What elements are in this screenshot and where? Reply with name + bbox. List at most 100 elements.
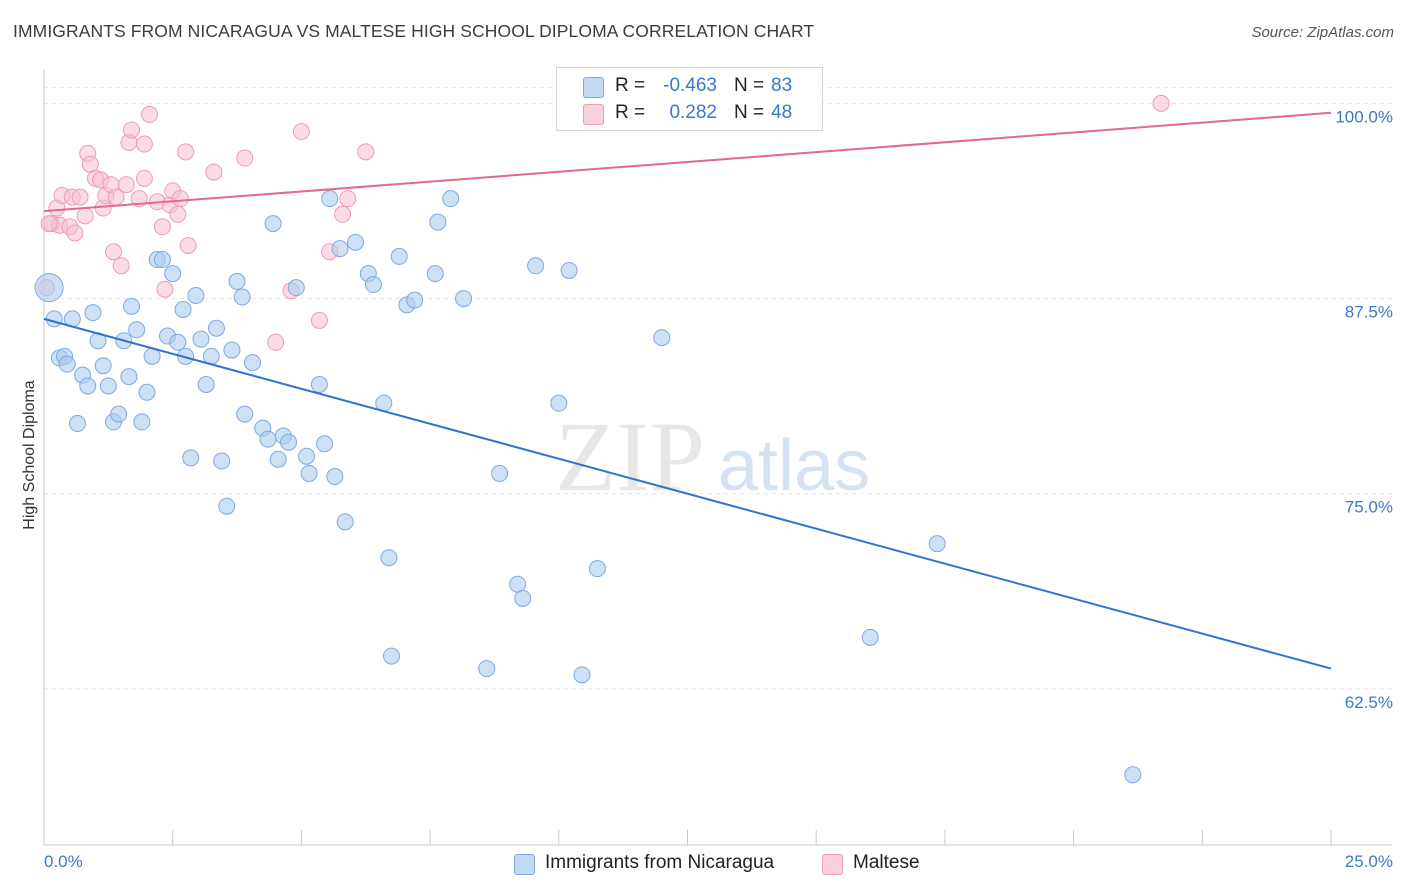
y-tick-label: 87.5%: [1345, 303, 1393, 322]
data-point-maltese: [205, 163, 223, 181]
y-tick-label: 75.0%: [1345, 498, 1393, 517]
data-point-nicaragua: [218, 497, 236, 515]
data-point-maltese: [112, 257, 130, 275]
data-point-nicaragua: [491, 464, 509, 482]
data-point-nicaragua: [1124, 766, 1142, 784]
stats-row-nicaragua: R = -0.463 N = 83: [557, 74, 822, 100]
data-point-nicaragua: [34, 273, 64, 303]
data-point-nicaragua: [192, 330, 210, 348]
data-point-maltese: [71, 188, 89, 206]
legend-label-maltese: Maltese: [853, 852, 920, 873]
data-point-nicaragua: [336, 513, 354, 531]
watermark-zip: ZIP: [555, 401, 705, 512]
data-point-nicaragua: [331, 240, 349, 258]
legend-swatch-pink: [822, 854, 843, 875]
data-point-nicaragua: [153, 251, 171, 269]
legend-swatch-pink: [583, 104, 604, 125]
data-point-nicaragua: [213, 452, 231, 470]
data-point-nicaragua: [110, 405, 128, 423]
axes: [43, 70, 1392, 846]
data-point-maltese: [236, 149, 254, 167]
data-point-nicaragua: [187, 286, 205, 304]
data-point-nicaragua: [928, 535, 946, 553]
data-point-nicaragua: [45, 310, 63, 328]
data-point-nicaragua: [174, 301, 192, 318]
data-point-maltese: [66, 224, 84, 242]
data-point-nicaragua: [455, 290, 473, 308]
trend-line-nicaragua: [43, 317, 1332, 670]
data-point-nicaragua: [182, 449, 200, 467]
data-point-nicaragua: [133, 413, 151, 431]
data-point-nicaragua: [197, 375, 215, 393]
data-point-maltese: [171, 190, 189, 208]
data-point-maltese: [104, 243, 122, 261]
data-point-nicaragua: [861, 628, 879, 646]
stats-legend: R = -0.463 N = 83 R = 0.282 N = 48: [556, 67, 823, 131]
data-point-nicaragua: [442, 190, 460, 208]
data-point-maltese: [153, 218, 171, 236]
data-point-nicaragua: [527, 257, 545, 275]
data-point-nicaragua: [123, 297, 141, 315]
data-point-nicaragua: [478, 660, 496, 678]
data-point-nicaragua: [269, 450, 287, 468]
n-value: 48: [771, 102, 793, 123]
data-point-maltese: [310, 311, 328, 329]
data-point-maltese: [334, 205, 352, 223]
data-point-nicaragua: [588, 560, 606, 578]
data-point-nicaragua: [380, 549, 398, 567]
data-point-nicaragua: [58, 355, 76, 373]
data-point-nicaragua: [310, 375, 328, 393]
data-point-nicaragua: [364, 276, 382, 294]
trend-lines: [43, 111, 1332, 670]
r-value: -0.463: [663, 75, 717, 96]
data-point-nicaragua: [236, 405, 254, 423]
data-point-nicaragua: [84, 304, 102, 322]
zipatlas-watermark: ZIP atlas: [555, 401, 870, 512]
legend-swatch-blue: [583, 77, 604, 98]
n-value: 83: [771, 75, 793, 96]
data-point-nicaragua: [233, 288, 251, 306]
data-point-maltese: [339, 190, 357, 208]
watermark-atlas: atlas: [718, 426, 870, 506]
data-point-nicaragua: [138, 383, 156, 401]
data-point-nicaragua: [346, 233, 364, 251]
data-point-nicaragua: [406, 291, 424, 309]
data-point-maltese: [1152, 94, 1170, 112]
data-point-nicaragua: [653, 329, 671, 347]
data-point-maltese: [117, 176, 135, 194]
data-point-nicaragua: [560, 261, 578, 279]
data-point-maltese: [135, 169, 153, 187]
data-point-nicaragua: [243, 354, 261, 372]
data-point-maltese: [177, 143, 195, 161]
data-point-nicaragua: [264, 215, 282, 233]
x-tick-label-max: 25.0%: [1344, 852, 1393, 871]
n-label: N =: [734, 75, 765, 96]
r-label: R =: [615, 75, 646, 96]
data-point-maltese: [76, 207, 94, 225]
data-point-nicaragua: [298, 447, 316, 465]
data-point-nicaragua: [300, 464, 318, 482]
data-point-nicaragua: [514, 589, 532, 607]
trend-line-maltese: [43, 111, 1332, 213]
series-nicaragua: [34, 190, 1142, 784]
data-point-maltese: [135, 135, 153, 153]
data-point-nicaragua: [223, 341, 241, 359]
data-point-maltese: [156, 280, 174, 298]
data-point-maltese: [169, 205, 187, 223]
r-label: R =: [615, 102, 646, 123]
r-value: 0.282: [669, 102, 717, 123]
data-point-nicaragua: [280, 433, 298, 451]
data-point-nicaragua: [259, 430, 277, 448]
y-tick-label: 62.5%: [1345, 693, 1393, 712]
data-point-nicaragua: [287, 279, 305, 297]
data-point-nicaragua: [207, 319, 225, 337]
data-point-maltese: [141, 105, 159, 123]
data-point-nicaragua: [164, 265, 182, 283]
data-point-maltese: [179, 236, 197, 254]
data-point-nicaragua: [228, 272, 246, 290]
data-point-nicaragua: [429, 213, 447, 231]
data-point-nicaragua: [169, 333, 187, 351]
data-point-maltese: [292, 123, 310, 141]
data-point-nicaragua: [316, 435, 334, 453]
